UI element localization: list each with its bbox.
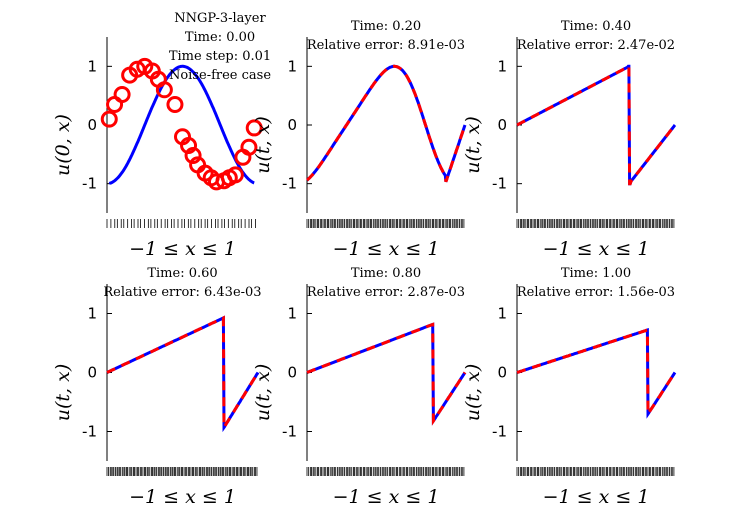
panel-subtitle: Relative error: 2.87e-03 <box>307 285 465 300</box>
y-tick-label: -1 <box>492 423 507 441</box>
method-label: NNGP-3-layer <box>174 11 266 26</box>
initial-data-marker <box>245 119 263 137</box>
y-tick-label: 1 <box>497 57 507 75</box>
y-tick-label: 0 <box>287 364 297 382</box>
panel-subtitle: Relative error: 8.91e-03 <box>307 38 465 53</box>
panel-1: 1 0 -1 Time: 0.20 Relative error: 8.91e-03 −1… <box>252 19 467 260</box>
y-tick-label: 0 <box>87 364 97 382</box>
panel-title: Time: 0.40 <box>561 19 631 34</box>
initial-data-marker <box>113 85 131 103</box>
y-axis-label: u(0, x) <box>52 114 74 176</box>
y-tick-label: 1 <box>87 57 97 75</box>
y-tick-label: -1 <box>282 175 297 193</box>
x-axis-label: −1 ≤ x ≤ 1 <box>129 486 236 508</box>
panel-2: 1 0 -1 Time: 0.40 Relative error: 2.47e-02 −1… <box>462 19 677 260</box>
initial-data-marker <box>100 110 118 128</box>
initial-data-marker <box>180 137 198 155</box>
y-axis-label: u(t, x) <box>462 364 484 422</box>
y-axis-label: u(t, x) <box>462 116 484 174</box>
time-step-label: Time step: 0.01 <box>169 49 271 64</box>
panel-5: 1 0 -1 Time: 1.00 Relative error: 1.56e-03 −1… <box>462 266 677 508</box>
y-axis-label: u(t, x) <box>252 116 274 174</box>
y-tick-label: -1 <box>492 175 507 193</box>
noise-label: Noise-free case <box>169 68 271 83</box>
x-axis-label: −1 ≤ x ≤ 1 <box>543 238 650 260</box>
predicted-solution-line <box>306 64 467 183</box>
y-tick-label: 0 <box>497 116 507 134</box>
predicted-solution-line <box>516 64 677 186</box>
initial-data-marker <box>184 147 202 165</box>
x-axis-label: −1 ≤ x ≤ 1 <box>543 486 650 508</box>
y-tick-label: 1 <box>287 305 297 323</box>
y-axis-label: u(t, x) <box>52 364 74 422</box>
exact-solution-line <box>306 64 467 183</box>
panel-title: Time: 0.00 <box>185 30 255 45</box>
y-tick-label: -1 <box>82 423 97 441</box>
initial-data-marker <box>226 166 244 184</box>
predicted-solution-line <box>106 315 260 433</box>
y-tick-label: 0 <box>87 116 97 134</box>
y-tick-label: -1 <box>82 175 97 193</box>
x-axis-label: −1 ≤ x ≤ 1 <box>333 486 440 508</box>
y-tick-label: 1 <box>497 305 507 323</box>
predicted-solution-line <box>516 328 677 419</box>
exact-solution-line <box>516 328 677 419</box>
y-tick-label: 1 <box>87 305 97 323</box>
x-axis-label: −1 ≤ x ≤ 1 <box>333 238 440 260</box>
panel-title: Time: 0.80 <box>351 266 421 281</box>
panel-subtitle: Relative error: 1.56e-03 <box>517 285 675 300</box>
predicted-solution-line <box>306 322 467 426</box>
initial-data-marker <box>155 81 173 99</box>
panel-3: 1 0 -1 Time: 0.60 Relative error: 6.43e-03 −1… <box>52 266 262 508</box>
panel-title: Time: 1.00 <box>561 266 631 281</box>
panel-title: Time: 0.20 <box>351 19 421 34</box>
x-axis-label: −1 ≤ x ≤ 1 <box>129 238 236 260</box>
y-tick-label: 0 <box>497 364 507 382</box>
y-tick-label: -1 <box>282 423 297 441</box>
y-tick-label: 0 <box>287 116 297 134</box>
initial-data-marker <box>166 95 184 113</box>
panel-4: 1 0 -1 Time: 0.80 Relative error: 2.87e-03 −1… <box>252 266 467 508</box>
exact-solution-line <box>516 64 677 186</box>
exact-solution-line <box>108 64 255 185</box>
y-tick-label: 1 <box>287 57 297 75</box>
panel-subtitle: Relative error: 6.43e-03 <box>103 285 261 300</box>
panel-0: 1 0 -1 NNGP-3-layer Time: 0.00 Time step: 0.0… <box>52 11 271 260</box>
y-axis-label: u(t, x) <box>252 364 274 422</box>
initial-data-marker <box>240 138 258 156</box>
panel-subtitle: Relative error: 2.47e-02 <box>517 38 675 53</box>
panel-title: Time: 0.60 <box>147 266 217 281</box>
